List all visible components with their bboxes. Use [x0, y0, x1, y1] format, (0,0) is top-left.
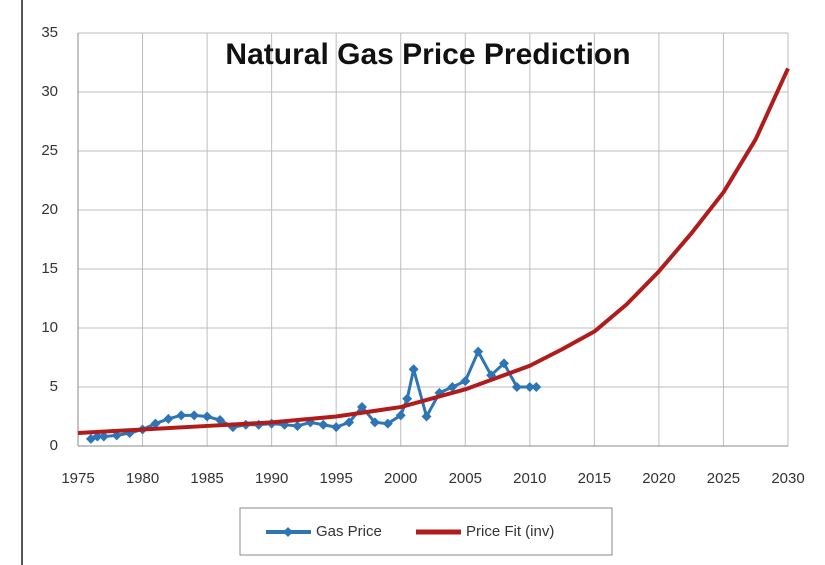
marker	[395, 410, 406, 421]
x-tick-label: 2005	[449, 470, 482, 487]
chart-title: Natural Gas Price Prediction	[225, 38, 630, 71]
marker	[524, 382, 535, 392]
marker	[499, 358, 509, 369]
marker	[292, 420, 303, 431]
marker	[511, 382, 522, 392]
y-tick-label: 35	[41, 24, 58, 41]
legend-label: Gas Price	[316, 523, 382, 540]
y-tick-label: 10	[41, 319, 58, 336]
marker	[163, 413, 174, 424]
marker	[318, 419, 329, 430]
plot	[77, 67, 790, 444]
x-tick-label: 2020	[642, 470, 675, 487]
x-tick-label: 1980	[126, 470, 159, 487]
marker	[421, 411, 432, 422]
marker	[460, 376, 471, 387]
y-tick-label: 0	[50, 437, 58, 454]
x-tick-label: 1990	[255, 470, 288, 487]
marker	[98, 431, 109, 442]
legend-marker	[283, 527, 293, 537]
y-tick-label: 25	[41, 142, 58, 159]
x-tick-label: 1995	[319, 470, 352, 487]
marker	[202, 411, 213, 422]
marker	[473, 346, 484, 357]
series-line	[77, 67, 790, 436]
marker	[402, 393, 413, 404]
x-tick-label: 1975	[61, 470, 94, 487]
legend-label: Price Fit (inv)	[466, 523, 554, 540]
marker	[369, 417, 380, 428]
marker	[331, 422, 342, 433]
marker	[531, 382, 542, 392]
marker	[408, 364, 419, 375]
x-tick-label: 2015	[578, 470, 611, 487]
marker	[382, 418, 393, 429]
marker	[447, 382, 458, 392]
x-tick-label: 2010	[513, 470, 546, 487]
x-tick-label: 1985	[190, 470, 223, 487]
marker	[357, 402, 367, 413]
marker	[189, 410, 200, 421]
marker	[176, 410, 187, 421]
y-tick-label: 20	[41, 201, 58, 218]
x-tick-label: 2000	[384, 470, 417, 487]
legend: Gas Price Price Fit (inv)	[266, 523, 554, 540]
marker	[215, 415, 225, 426]
x-tick-label: 2025	[707, 470, 740, 487]
y-tick-label: 30	[41, 83, 58, 100]
x-tick-label: 2030	[771, 470, 804, 487]
y-tick-label: 15	[41, 260, 58, 277]
marker	[150, 418, 161, 429]
y-tick-label: 5	[50, 378, 58, 395]
marker	[344, 417, 355, 428]
